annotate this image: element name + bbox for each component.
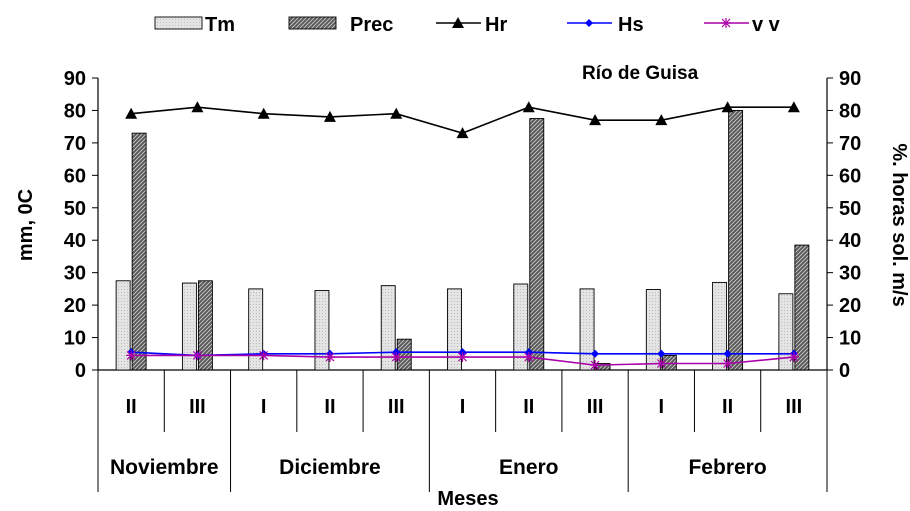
y-tick-label-left: 80 xyxy=(64,100,86,122)
month-label: Enero xyxy=(499,456,559,479)
bar-tm xyxy=(712,281,728,371)
bar-prec xyxy=(197,280,213,371)
legend-label-hs: Hs xyxy=(618,14,644,36)
point-hr xyxy=(125,107,138,119)
point-hr xyxy=(589,114,602,126)
point-hr xyxy=(522,101,535,113)
month-label: Diciembre xyxy=(279,456,381,479)
lines xyxy=(125,101,800,371)
legend-label-vv: v v xyxy=(752,14,781,36)
bar-prec xyxy=(529,118,545,371)
month-label: Febrero xyxy=(688,456,766,479)
bar-tm xyxy=(513,283,529,371)
axes: 0 0 10 10 20 20 30 30 40 40 50 50 60 60 70 70 80 80 90 90 xyxy=(64,68,862,382)
y-tick-label-right: 70 xyxy=(839,133,861,155)
y-tick-label-left: 0 xyxy=(75,360,86,382)
bar-prec xyxy=(728,109,744,371)
bar-tm xyxy=(380,285,396,371)
point-vv xyxy=(523,352,534,363)
y-tick-label-right: 20 xyxy=(839,295,861,317)
y-tick-label-left: 90 xyxy=(64,68,86,90)
category-label: III xyxy=(786,396,803,418)
bar-tm xyxy=(579,288,595,371)
category-label: I xyxy=(261,396,267,418)
legend: Tm Prec Hr Hs v v xyxy=(154,14,781,36)
bar-tm xyxy=(314,290,330,371)
point-vv xyxy=(258,350,269,361)
y-tick-label-left: 40 xyxy=(64,230,86,252)
y-tick-label-left: 30 xyxy=(64,263,86,285)
category-label: I xyxy=(460,396,466,418)
y-tick-label-right: 30 xyxy=(839,263,861,285)
y-tick-label-left: 10 xyxy=(64,328,86,350)
point-vv xyxy=(324,352,335,363)
legend-marker-hs xyxy=(585,19,593,27)
bar-tm xyxy=(181,282,197,371)
x-axis-label: Meses xyxy=(437,488,498,510)
y-tick-label-left: 70 xyxy=(64,133,86,155)
y-tick-label-left: 20 xyxy=(64,295,86,317)
bar-prec xyxy=(661,354,677,371)
point-vv xyxy=(788,352,799,363)
category-label: I xyxy=(659,396,665,418)
y-axis-right-label: %. horas sol. m/s xyxy=(888,143,910,306)
bar-prec xyxy=(131,132,147,371)
category-label: II xyxy=(126,396,137,418)
point-hs xyxy=(723,349,732,358)
y-tick-label-right: 80 xyxy=(839,100,861,122)
category-label: II xyxy=(523,396,534,418)
point-hr xyxy=(456,127,469,139)
bar-tm xyxy=(778,293,794,371)
y-tick-label-right: 50 xyxy=(839,198,861,220)
bar-tm xyxy=(115,280,131,371)
chart-title: Río de Guisa xyxy=(582,63,699,84)
y-tick-label-right: 0 xyxy=(839,360,850,382)
point-vv xyxy=(590,360,601,371)
bar-prec xyxy=(794,244,810,371)
bars xyxy=(115,109,810,371)
point-vv xyxy=(656,358,667,369)
category-label: II xyxy=(324,396,335,418)
category-label: III xyxy=(587,396,604,418)
point-vv xyxy=(192,350,203,361)
category-label: III xyxy=(189,396,206,418)
legend-swatch-prec xyxy=(288,16,337,30)
y-tick-label-right: 10 xyxy=(839,328,861,350)
point-vv xyxy=(126,350,137,361)
legend-label-hr: Hr xyxy=(485,14,507,36)
point-hr xyxy=(390,107,403,119)
point-hr xyxy=(787,101,800,113)
y-tick-label-right: 40 xyxy=(839,230,861,252)
bar-tm xyxy=(645,289,661,371)
legend-label-tm: Tm xyxy=(205,14,235,36)
y-tick-label-left: 50 xyxy=(64,198,86,220)
category-label: II xyxy=(722,396,733,418)
y-tick-label-left: 60 xyxy=(64,165,86,187)
y-axis-left-label: mm, 0C xyxy=(15,189,37,261)
legend-marker-hr xyxy=(452,17,464,28)
point-vv xyxy=(391,352,402,363)
point-hr xyxy=(323,110,336,122)
legend-marker-vv xyxy=(721,18,731,28)
month-label: Noviembre xyxy=(110,456,219,479)
y-tick-label-right: 90 xyxy=(839,68,861,90)
legend-label-prec: Prec xyxy=(350,14,393,36)
bar-tm xyxy=(248,288,264,371)
legend-swatch-tm xyxy=(154,16,203,30)
point-hr xyxy=(655,114,668,126)
point-hs xyxy=(657,349,666,358)
y-tick-label-right: 60 xyxy=(839,165,861,187)
point-hs xyxy=(591,349,600,358)
point-hr xyxy=(257,107,270,119)
point-hr xyxy=(721,101,734,113)
bar-tm xyxy=(447,288,462,371)
point-vv xyxy=(722,358,733,369)
point-vv xyxy=(457,352,468,363)
point-hr xyxy=(191,101,204,113)
category-label: III xyxy=(388,396,405,418)
